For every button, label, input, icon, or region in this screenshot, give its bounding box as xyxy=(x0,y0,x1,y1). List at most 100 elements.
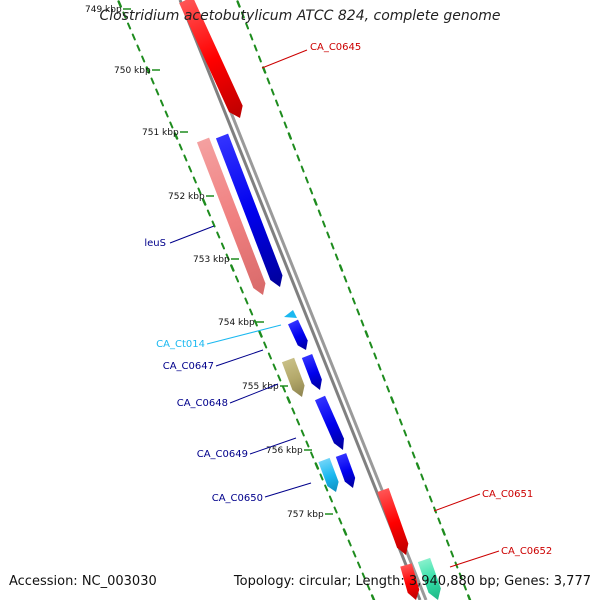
tick-mark xyxy=(333,506,338,514)
tick-mark xyxy=(398,418,403,426)
tick-mark xyxy=(317,209,322,217)
gene-ca-c0648-leader xyxy=(229,383,279,404)
tick-mark xyxy=(377,363,382,371)
tick-mark xyxy=(169,121,174,129)
tick-mark xyxy=(286,396,291,404)
feature-ca-c0649[interactable] xyxy=(314,395,348,452)
tick-mark xyxy=(403,429,408,437)
tick-mark xyxy=(197,187,202,195)
tick-mark xyxy=(360,319,365,327)
tick-mark xyxy=(407,440,412,448)
tick-mark xyxy=(415,462,421,470)
tick-mark xyxy=(244,297,249,305)
gene-ca-ct014-leader xyxy=(206,324,282,345)
tick-mark xyxy=(245,22,250,30)
tick-mark xyxy=(131,33,136,41)
accession-text: Accession: NC_003030 xyxy=(9,574,157,589)
tick-ring-left xyxy=(117,0,376,600)
feature-leus-plus[interactable] xyxy=(215,133,286,290)
feature-ca-c0650-hit[interactable] xyxy=(318,457,341,494)
tick-mark xyxy=(192,176,197,184)
feature-ca-c0648-hit[interactable] xyxy=(281,357,308,400)
gene-ca-c0650-label[interactable]: CA_C0650 xyxy=(212,493,263,504)
tick-mark xyxy=(437,517,442,525)
tick-mark xyxy=(287,132,292,140)
tick-mark xyxy=(117,0,122,8)
tick-mark xyxy=(216,231,221,239)
feature-ca-c0650[interactable] xyxy=(335,453,358,490)
feature-ca-c0647[interactable] xyxy=(288,319,311,353)
tick-mark xyxy=(313,198,318,206)
feature-ca-c0652-hit[interactable] xyxy=(417,557,444,600)
tick-mark xyxy=(441,528,446,536)
gene-ca-c0647-label[interactable]: CA_C0647 xyxy=(163,361,214,372)
gene-ca-ct014-label[interactable]: CA_Ct014 xyxy=(156,339,205,350)
tick-mark xyxy=(225,253,230,261)
tick-labels: 749 kbp 750 kbp 751 kbp 752 kbp 753 kbp 754 k… xyxy=(85,5,333,520)
gene-ca-c0649-label[interactable]: CA_C0649 xyxy=(197,449,248,460)
tick-mark xyxy=(330,242,335,250)
tick-mark xyxy=(150,77,155,85)
tick-mark xyxy=(277,374,282,382)
tick-label: 757 kbp xyxy=(287,510,324,520)
tick-mark xyxy=(370,594,376,600)
feature-ca-ct014[interactable] xyxy=(284,310,297,318)
tick-label: 754 kbp xyxy=(218,318,255,328)
tick-mark xyxy=(178,143,183,151)
gene-leus-leader xyxy=(169,225,215,244)
tick-mark xyxy=(253,319,258,327)
tick-label: 755 kbp xyxy=(242,382,279,392)
tick-mark xyxy=(206,209,211,217)
tick-mark xyxy=(351,297,356,305)
tick-mark xyxy=(305,440,310,448)
tick-mark xyxy=(159,99,165,107)
tick-mark xyxy=(338,264,344,272)
tick-mark xyxy=(450,550,455,558)
tick-mark xyxy=(281,385,287,393)
tick-mark xyxy=(234,275,240,283)
tick-rings xyxy=(117,0,472,600)
gene-ca-c0652-label[interactable]: CA_C0652 xyxy=(501,546,552,557)
tick-mark xyxy=(386,385,391,393)
gene-ca-c0649-leader xyxy=(249,437,297,455)
tick-mark xyxy=(381,374,386,382)
tick-mark xyxy=(347,539,352,547)
feature-ca-c0652[interactable] xyxy=(400,563,422,600)
tick-mark xyxy=(122,11,127,19)
tick-mark xyxy=(322,220,326,228)
tick-mark xyxy=(249,308,254,316)
tick-mark xyxy=(369,341,373,349)
tick-mark xyxy=(279,110,284,118)
gene-ca-c0648-label[interactable]: CA_C0648 xyxy=(177,398,228,409)
tick-mark xyxy=(240,11,245,19)
tick-mark xyxy=(390,396,395,404)
feature-ca-c0645[interactable] xyxy=(179,0,247,121)
tick-mark xyxy=(433,506,438,514)
feature-leus[interactable] xyxy=(196,137,269,298)
tick-mark xyxy=(283,121,288,129)
gene-ca-c0651-label[interactable]: CA_C0651 xyxy=(482,489,533,500)
gene-features xyxy=(179,0,444,600)
tick-label: 749 kbp xyxy=(85,5,122,15)
tick-mark xyxy=(201,198,207,206)
gene-ca-c0645-label[interactable]: CA_C0645 xyxy=(310,42,361,53)
tick-mark xyxy=(462,583,467,591)
tick-mark xyxy=(183,154,188,162)
gene-leus-label[interactable]: leuS xyxy=(144,238,166,249)
tick-label: 750 kbp xyxy=(114,66,151,76)
tick-mark xyxy=(267,352,272,360)
tick-mark xyxy=(155,88,160,96)
tick-mark xyxy=(373,352,378,360)
tick-mark xyxy=(424,484,429,492)
gene-ca-c0645-leader xyxy=(261,49,308,69)
tick-label: 756 kbp xyxy=(266,446,303,456)
tick-ring-right xyxy=(236,0,472,600)
tick-label: 751 kbp xyxy=(142,128,179,138)
feature-ca-c0648[interactable] xyxy=(301,354,325,392)
gene-ca-c0651-leader xyxy=(433,493,481,512)
tick-mark xyxy=(338,517,343,525)
tick-mark xyxy=(127,22,132,30)
feature-ca-c0651[interactable] xyxy=(377,487,411,557)
gene-ca-c0652-leader xyxy=(449,550,500,568)
tick-mark xyxy=(263,341,268,349)
